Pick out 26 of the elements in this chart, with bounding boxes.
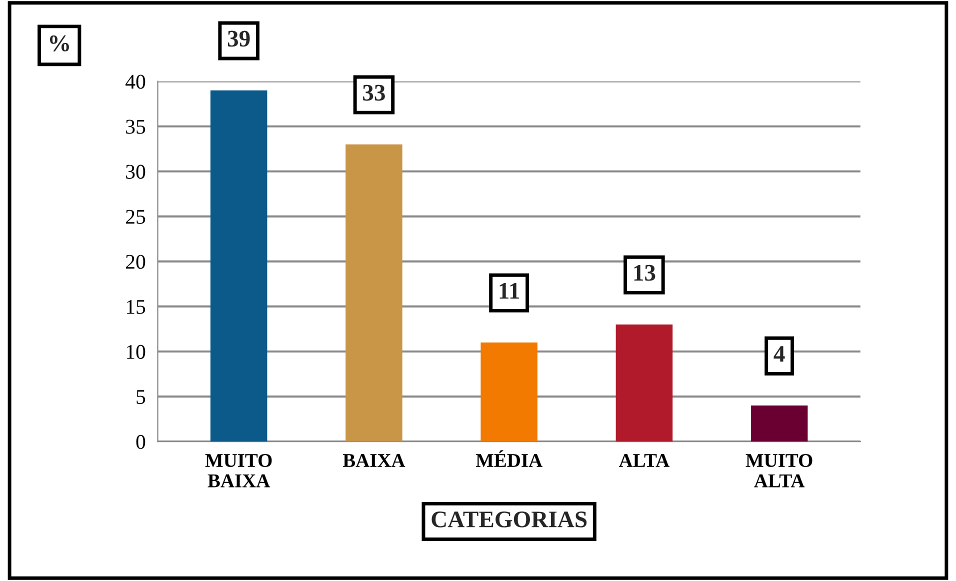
- bar: [210, 90, 268, 442]
- data-label: 4: [774, 346, 785, 362]
- y-tick-label: 30: [126, 164, 146, 179]
- bar: [346, 144, 402, 442]
- y-tick-label: 15: [126, 300, 146, 314]
- bar: [480, 342, 538, 442]
- x-tick-label: MUITO BAIXA: [205, 454, 272, 488]
- y-tick-label: 5: [136, 390, 146, 404]
- y-tick-label: 35: [126, 120, 146, 134]
- data-label: 33: [363, 84, 385, 101]
- y-tick-label: 10: [126, 344, 146, 359]
- x-tick-label: MÉDIA: [476, 450, 542, 467]
- x-tick-label: BAIXA: [342, 454, 406, 467]
- x-tick-label: ALTA: [618, 454, 670, 467]
- data-label: 11: [500, 282, 520, 299]
- data-label: 13: [634, 264, 656, 281]
- y-tick-label: 25: [126, 210, 146, 224]
- x-tick-label: MUITO ALTA: [746, 454, 812, 488]
- y-axis-title: %: [50, 35, 69, 52]
- y-tick-label: 20: [126, 254, 146, 269]
- y-tick-label: 40: [126, 74, 146, 89]
- bar: [750, 406, 808, 442]
- x-axis-title: CATEGORIAS: [432, 512, 587, 528]
- y-tick-label: 0: [136, 434, 146, 449]
- bar: [616, 324, 673, 442]
- data-label: 39: [228, 30, 250, 47]
